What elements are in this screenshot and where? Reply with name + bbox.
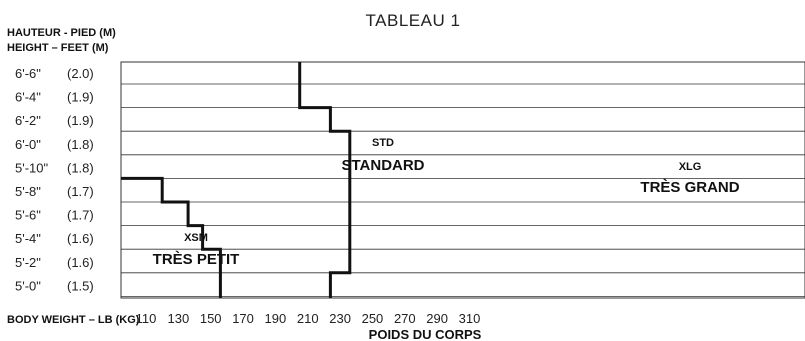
y-tick-labels: 6'-6" (2.0) 6'-4" (1.9) 6'-2" (1.9) 6'-0" (1.8)…	[15, 66, 94, 293]
grid	[121, 83, 805, 297]
zone-name-std: STANDARD	[341, 157, 424, 174]
y-tick-label-m: (1.7)	[67, 184, 94, 199]
y-tick-label-m: (1.6)	[67, 231, 94, 246]
y-tick-label-ft: 5'-0"	[15, 278, 41, 293]
x-axis-label-fr: POIDS DU CORPS	[369, 327, 482, 341]
zone-code-std: STD	[372, 137, 394, 149]
y-tick-label-m: (1.5)	[67, 278, 94, 293]
y-tick-label-m: (1.9)	[67, 90, 94, 105]
y-tick-label-ft: 5'-2"	[15, 255, 41, 270]
y-tick-label-ft: 6'-0"	[15, 137, 41, 152]
x-tick-label: 210	[297, 311, 319, 326]
y-tick-label-ft: 5'-4"	[15, 231, 41, 246]
zone-name-xlg: TRÈS GRAND	[640, 179, 739, 196]
plot-frame	[120, 61, 805, 299]
y-tick-label-m: (1.6)	[67, 255, 94, 270]
x-tick-label: 150	[200, 311, 222, 326]
y-tick-label-m: (1.9)	[67, 113, 94, 128]
y-tick-label-ft: 6'-2"	[15, 113, 41, 128]
y-tick-label-m: (1.7)	[67, 208, 94, 223]
y-tick-label-ft: 5'-10"	[15, 160, 49, 175]
x-tick-label: 270	[394, 311, 416, 326]
y-tick-label-ft: 5'-6"	[15, 208, 41, 223]
y-tick-label-ft: 5'-8"	[15, 184, 41, 199]
y-tick-label-m: (2.0)	[67, 66, 94, 81]
y-tick-label-m: (1.8)	[67, 137, 94, 152]
y-tick-label-ft: 6'-4"	[15, 90, 41, 105]
y-axis-label-en: HEIGHT – FEET (M)	[7, 42, 109, 54]
x-tick-label: 190	[265, 311, 287, 326]
boundary-std-xlg	[298, 62, 352, 298]
zone-code-xsm: XSM	[184, 232, 208, 244]
y-axis-label-fr: HAUTEUR - PIED (M)	[7, 27, 116, 39]
zone-boundaries	[121, 62, 352, 298]
x-tick-label: 290	[426, 311, 448, 326]
x-tick-label: 130	[167, 311, 189, 326]
y-tick-label-ft: 6'-6"	[15, 66, 41, 81]
x-tick-label: 230	[329, 311, 351, 326]
x-tick-label: 250	[362, 311, 384, 326]
zone-code-xlg: XLG	[679, 161, 702, 173]
chart-title: TABLEAU 1	[366, 11, 461, 30]
x-tick-label: 170	[232, 311, 254, 326]
x-tick-label: 310	[459, 311, 481, 326]
x-tick-labels: 110 130 150 170 190 210 230 250 270 290 310	[136, 311, 481, 326]
boundary-xsm-std	[121, 176, 222, 298]
zone-name-xsm: TRÈS PETIT	[153, 251, 240, 268]
x-tick-label: 110	[136, 311, 157, 326]
y-tick-label-m: (1.8)	[67, 160, 94, 175]
x-axis-label-en: BODY WEIGHT – LB (KG)	[7, 314, 140, 326]
